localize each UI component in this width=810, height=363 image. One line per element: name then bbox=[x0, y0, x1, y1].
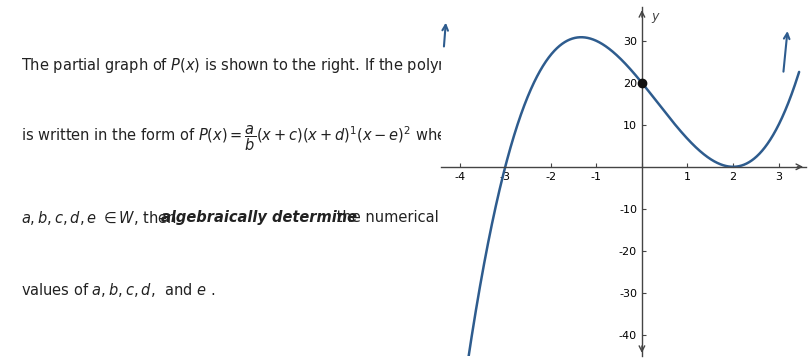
Text: The partial graph of $P(x)$ is shown to the right. If the polynomial function: The partial graph of $P(x)$ is shown to … bbox=[21, 56, 552, 75]
Text: is written in the form of $P(x)=\dfrac{a}{b}(x+c)(x+d)^{1}(x-e)^{2}$ where: is written in the form of $P(x)=\dfrac{a… bbox=[21, 123, 462, 153]
Text: $a, b, c, d, e\ \in W$, then: $a, b, c, d, e\ \in W$, then bbox=[21, 209, 177, 227]
Text: $y$: $y$ bbox=[651, 12, 661, 25]
Text: values of $a, b, c, d,\,$ and $e$ .: values of $a, b, c, d,\,$ and $e$ . bbox=[21, 281, 215, 299]
Text: algebraically determine: algebraically determine bbox=[160, 210, 356, 225]
Text: the numerical: the numerical bbox=[332, 210, 439, 225]
